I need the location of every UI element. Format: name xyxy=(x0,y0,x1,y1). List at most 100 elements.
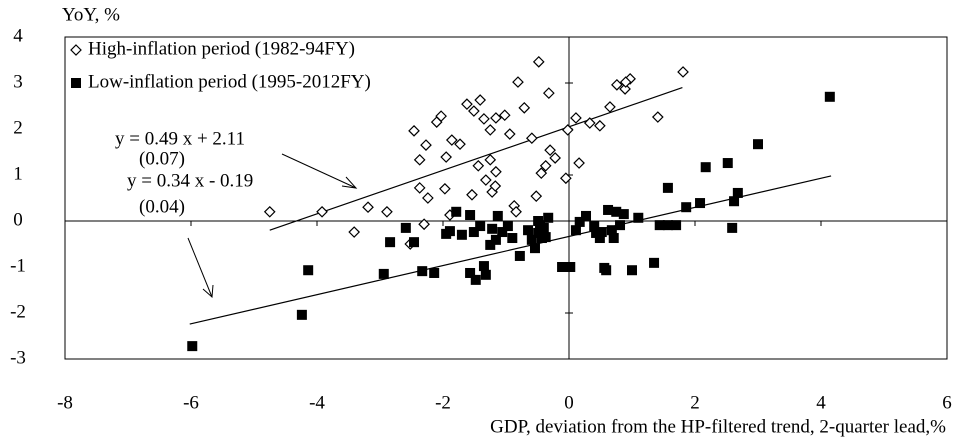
point xyxy=(583,117,596,129)
point xyxy=(478,261,489,272)
point xyxy=(565,262,576,272)
point xyxy=(557,262,568,272)
point xyxy=(418,218,430,231)
point xyxy=(544,144,556,157)
point xyxy=(596,227,607,238)
point xyxy=(422,192,434,204)
x-tick-label: 6 xyxy=(942,392,952,413)
point xyxy=(540,232,551,243)
annotation: (0.07) xyxy=(139,148,185,169)
point xyxy=(662,220,673,231)
point xyxy=(480,269,491,280)
point xyxy=(608,233,619,244)
fit-line xyxy=(189,175,832,325)
point xyxy=(651,111,664,123)
point xyxy=(472,159,485,172)
point xyxy=(727,222,738,233)
y-tick-label: 3 xyxy=(13,71,23,92)
annotation: y = 0.49 x + 2.11 xyxy=(115,128,245,149)
point xyxy=(413,182,426,194)
point xyxy=(594,119,606,132)
point xyxy=(439,182,451,195)
point xyxy=(451,206,462,217)
point xyxy=(362,201,374,214)
y-tick-label: 2 xyxy=(13,117,23,138)
point xyxy=(484,124,497,136)
point xyxy=(560,172,572,185)
legend-label: Low-inflation period (1995-2012FY) xyxy=(88,71,371,92)
point xyxy=(732,187,743,198)
x-tick-label: -4 xyxy=(309,392,325,413)
point xyxy=(533,216,544,226)
point xyxy=(535,167,548,180)
point xyxy=(444,226,455,237)
y-tick-label: 4 xyxy=(13,25,23,46)
point xyxy=(484,153,497,166)
point xyxy=(532,55,545,68)
point xyxy=(529,243,540,254)
point xyxy=(479,174,492,186)
point xyxy=(649,257,660,268)
point xyxy=(677,66,689,78)
point xyxy=(468,105,480,117)
point xyxy=(440,151,452,163)
point xyxy=(539,159,552,172)
point xyxy=(303,265,314,276)
x-tick-label: -8 xyxy=(57,392,73,413)
point xyxy=(615,220,626,231)
point xyxy=(523,225,534,236)
point xyxy=(526,234,537,245)
point xyxy=(492,210,503,221)
point xyxy=(695,198,706,209)
point xyxy=(671,220,682,231)
point xyxy=(474,94,487,106)
point xyxy=(514,250,525,261)
plot-frame xyxy=(64,36,948,360)
point xyxy=(618,209,629,220)
point xyxy=(824,91,835,102)
point xyxy=(619,76,632,88)
point xyxy=(263,205,276,218)
point xyxy=(619,83,631,95)
point xyxy=(478,113,490,125)
point xyxy=(490,234,501,245)
point xyxy=(503,128,516,140)
annotation-arrows xyxy=(187,153,358,299)
point xyxy=(561,124,574,136)
point xyxy=(570,112,582,124)
point xyxy=(381,205,393,218)
point xyxy=(316,205,328,218)
point xyxy=(753,139,763,150)
legend-label: High-inflation period (1982-94FY) xyxy=(88,38,355,59)
point xyxy=(512,76,524,88)
point xyxy=(627,265,637,276)
point xyxy=(187,341,198,352)
legend-marker xyxy=(71,78,81,88)
point xyxy=(485,239,496,250)
point xyxy=(466,188,478,201)
point xyxy=(518,101,531,114)
y-tick-label: 1 xyxy=(13,163,23,184)
point xyxy=(510,205,522,218)
point xyxy=(475,221,486,232)
point xyxy=(538,222,549,233)
point xyxy=(611,78,623,91)
point xyxy=(662,182,673,193)
point xyxy=(530,190,543,203)
point xyxy=(420,139,432,151)
x-axis-title: GDP, deviation from the HP-filtered tren… xyxy=(490,416,946,437)
point xyxy=(468,227,479,238)
legend-marker xyxy=(70,44,82,56)
point xyxy=(603,204,614,215)
point xyxy=(348,226,361,238)
point xyxy=(378,268,389,279)
point xyxy=(409,237,420,248)
point xyxy=(574,216,585,227)
point xyxy=(654,220,665,231)
point xyxy=(581,210,592,221)
point xyxy=(465,267,476,278)
y-tick-label: -1 xyxy=(10,255,26,276)
point xyxy=(296,309,307,320)
point xyxy=(498,109,511,122)
